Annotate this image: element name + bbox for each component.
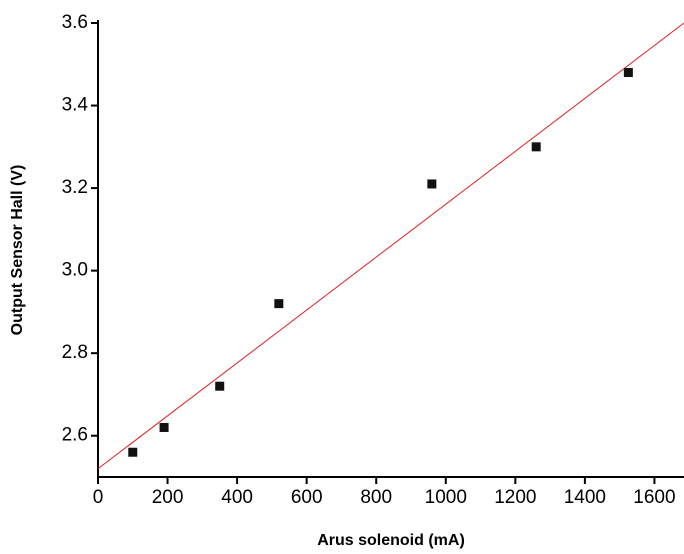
x-axis-title: Arus solenoid (mA): [317, 532, 465, 549]
y-axis-title: Output Sensor Hall (V): [9, 165, 26, 336]
x-tick-label: 1400: [564, 487, 606, 508]
point: [128, 447, 138, 457]
x-tick-label: 1600: [633, 487, 675, 508]
y-tick-label: 2.6: [62, 425, 88, 446]
x-tick-label: 1000: [425, 487, 467, 508]
x-tick-label: 400: [221, 487, 253, 508]
x-tick-label: 600: [291, 487, 323, 508]
y-tick-label: 3.4: [62, 95, 89, 116]
point: [531, 142, 541, 152]
y-tick-label: 3.2: [62, 177, 88, 198]
x-tick-label: 1200: [494, 487, 536, 508]
point: [427, 179, 437, 189]
x-tick-label: 0: [93, 487, 104, 508]
point: [215, 381, 225, 391]
y-tick-label: 3.0: [62, 260, 88, 281]
y-tick-label: 3.6: [62, 12, 88, 33]
fit-line: [97, 22, 684, 470]
x-tick-label: 200: [152, 487, 184, 508]
point: [623, 68, 633, 78]
point: [274, 299, 284, 309]
x-tick-label: 800: [360, 487, 392, 508]
y-tick-label: 2.8: [62, 342, 88, 363]
point: [159, 422, 169, 432]
